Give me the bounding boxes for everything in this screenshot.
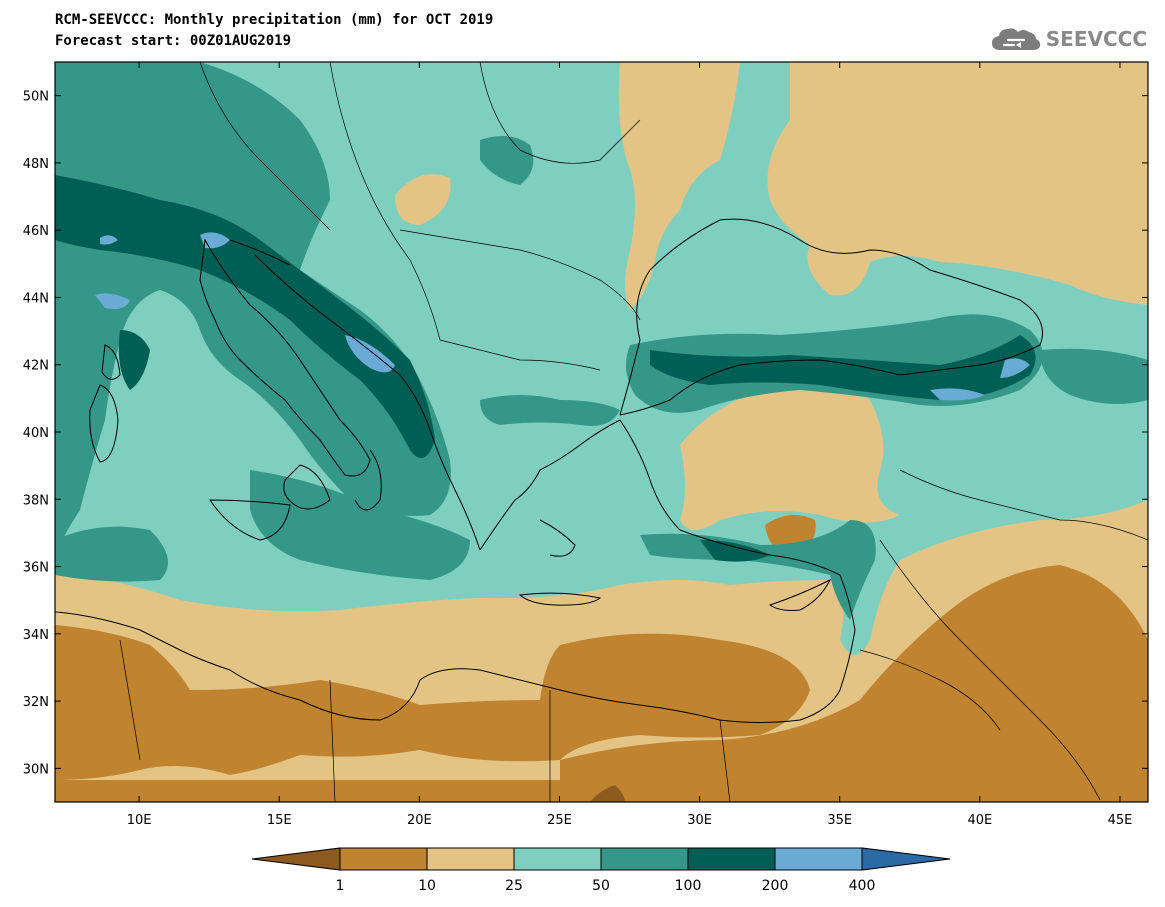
lon-tick-label: 10E: [127, 813, 152, 828]
lon-tick-label: 30E: [687, 813, 712, 828]
colorbar-label: 100: [675, 878, 702, 894]
colorbar-segment: [774, 847, 863, 871]
lat-tick-label: 42N: [23, 359, 49, 374]
logo-text: SEEVCCC: [1045, 27, 1147, 51]
colorbar-segment: [251, 847, 341, 871]
lon-tick-label: 35E: [827, 813, 852, 828]
lat-tick-label: 36N: [23, 561, 49, 576]
lat-tick-label: 44N: [23, 291, 49, 306]
colorbar-segment: [687, 847, 776, 871]
forecast-start-subtitle: Forecast start: 00Z01AUG2019: [55, 33, 292, 49]
lat-tick-label: 48N: [23, 157, 49, 172]
colorbar-segment: [861, 847, 951, 871]
colorbar-label: 10: [418, 878, 436, 894]
lon-tick-label: 20E: [407, 813, 432, 828]
lat-tick-label: 38N: [23, 493, 49, 508]
colorbar-segment: [513, 847, 602, 871]
lon-tick-label: 40E: [967, 813, 992, 828]
colorbar-legend: 1 10 25 50 100 200 400: [251, 847, 951, 894]
lat-tick-label: 46N: [23, 224, 49, 239]
colorbar-label: 200: [762, 878, 789, 894]
lat-tick-label: 50N: [23, 90, 49, 105]
cloud-icon: [991, 28, 1040, 50]
colorbar-label: 400: [849, 878, 876, 894]
longitude-axis: 10E 15E 20E 25E 30E 35E 40E 45E: [127, 62, 1133, 828]
latitude-axis: 50N 48N 46N 44N 42N 40N 38N 36N 34N 32N 30N: [23, 90, 1148, 777]
lon-tick-label: 45E: [1108, 813, 1133, 828]
colorbar-label: 25: [505, 878, 523, 894]
precipitation-field: [55, 62, 1148, 802]
lat-tick-label: 40N: [23, 426, 49, 441]
lon-tick-label: 25E: [547, 813, 572, 828]
colorbar-segment: [339, 847, 428, 871]
country-borders: [119, 62, 1148, 802]
seevccc-logo: SEEVCCC: [990, 22, 1147, 56]
lat-tick-label: 30N: [23, 762, 49, 777]
lon-tick-label: 15E: [267, 813, 292, 828]
map-title: RCM-SEEVCCC: Monthly precipitation (mm) …: [55, 12, 494, 28]
colorbar-segment: [426, 847, 515, 871]
colorbar-label: 1: [336, 878, 345, 894]
coastlines: [55, 218, 1043, 723]
colorbar-label: 50: [592, 878, 610, 894]
lat-tick-label: 32N: [23, 695, 49, 710]
colorbar-segment: [600, 847, 689, 871]
lat-tick-label: 34N: [23, 628, 49, 643]
